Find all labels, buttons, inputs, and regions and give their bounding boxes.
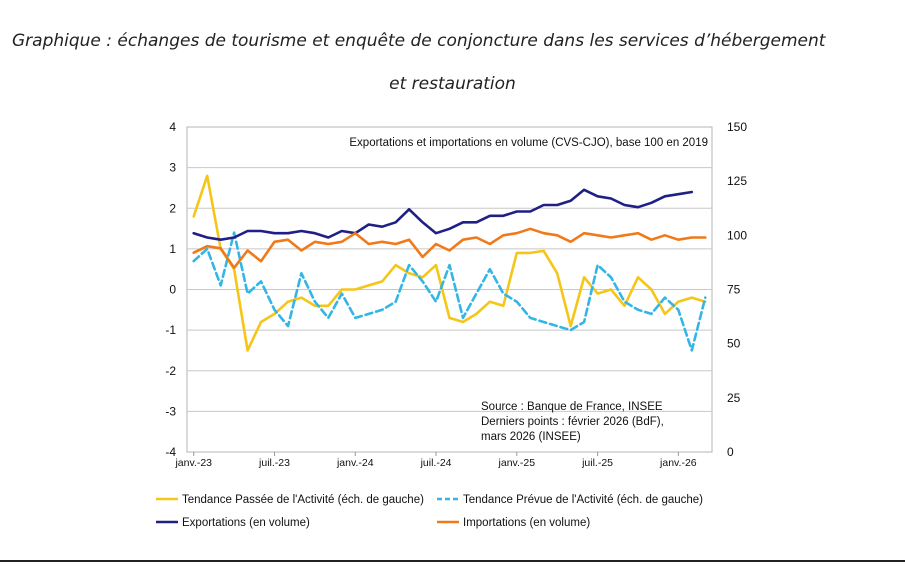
y-right-tick-label: 100 bbox=[727, 228, 747, 242]
page-title: Graphique : échanges de tourisme et enqu… bbox=[12, 31, 826, 51]
x-tick-label: janv.-23 bbox=[174, 457, 212, 469]
inner-title: Exportations et importations en volume (… bbox=[349, 137, 708, 149]
legend-label: Exportations (en volume) bbox=[182, 517, 310, 529]
y-right-tick-label: 75 bbox=[727, 283, 741, 297]
y-left-tick-label: -1 bbox=[165, 323, 176, 337]
x-tick-label: janv.-24 bbox=[336, 457, 374, 469]
y-left-tick-label: -4 bbox=[165, 445, 176, 459]
source-line-1: Source : Banque de France, INSEE bbox=[481, 401, 663, 413]
x-tick-label: janv.-25 bbox=[498, 457, 536, 469]
series-line-2 bbox=[192, 231, 707, 352]
series-line-3 bbox=[192, 188, 694, 241]
source-line-2: Derniers points : février 2026 (BdF), bbox=[481, 416, 664, 428]
y-left-tick-label: -2 bbox=[165, 364, 176, 378]
y-right-tick-label: 125 bbox=[727, 174, 747, 188]
y-right-tick-label: 150 bbox=[727, 120, 747, 134]
x-tick-label: janv.-26 bbox=[659, 457, 697, 469]
x-tick-label: juil.-24 bbox=[420, 457, 452, 469]
page-title-line2: et restauration bbox=[389, 74, 516, 94]
y-right-tick-label: 50 bbox=[727, 337, 741, 351]
series-line-4 bbox=[192, 227, 707, 270]
y-left-tick-label: 2 bbox=[169, 201, 176, 215]
y-left-tick-label: 0 bbox=[169, 283, 176, 297]
y-left-tick-label: 4 bbox=[169, 120, 176, 134]
y-left-tick-label: -3 bbox=[165, 404, 176, 418]
legend-label: Tendance Prévue de l'Activité (éch. de g… bbox=[463, 494, 703, 506]
x-tick-label: juil.-23 bbox=[258, 457, 290, 469]
series-line-1 bbox=[192, 174, 707, 352]
legend-label: Tendance Passée de l'Activité (éch. de g… bbox=[182, 494, 424, 506]
legend-label: Importations (en volume) bbox=[463, 517, 590, 529]
x-tick-label: juil.-25 bbox=[581, 457, 613, 469]
y-right-tick-label: 25 bbox=[727, 391, 741, 405]
source-line-3: mars 2026 (INSEE) bbox=[481, 431, 581, 443]
bottom-rule bbox=[0, 560, 905, 562]
y-left-tick-label: 1 bbox=[169, 242, 176, 256]
y-left-tick-label: 3 bbox=[169, 161, 176, 175]
y-right-tick-label: 0 bbox=[727, 445, 734, 459]
